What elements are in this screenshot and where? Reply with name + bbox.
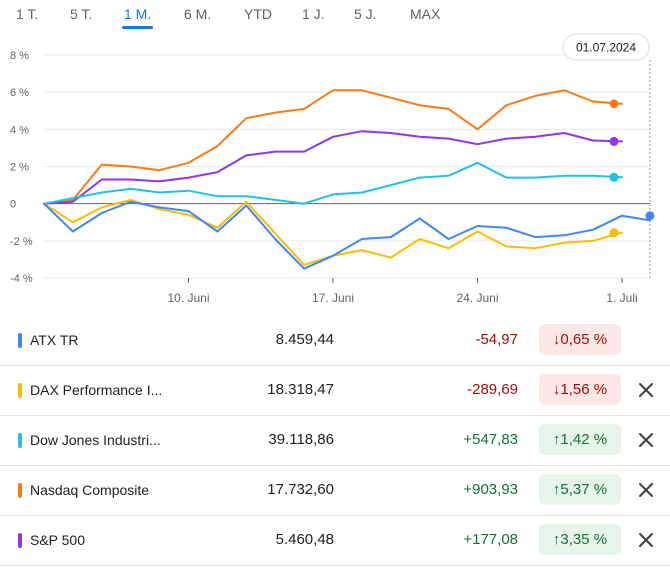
remove-comparison-icon[interactable] [634,378,658,402]
x-tick-label: 24. Juni [456,291,498,305]
arrow-down-icon: ↓ [552,331,561,348]
y-tick-label: 2 % [10,162,29,174]
instrument-price: 39.118,86 [268,431,334,448]
date-tooltip: 01.07.2024 [562,33,650,61]
x-tick-label: 17. Juni [312,291,354,305]
tab-1-year[interactable]: 1 J. [302,6,325,22]
instrument-price: 18.318,47 [267,381,334,398]
row-dow-jones-industri[interactable]: Dow Jones Industri... 39.118,86 +547,83 ↑ 1,… [0,416,670,466]
tooltip-date: 01.07.2024 [576,41,636,55]
instrument-price: 5.460,48 [275,531,334,548]
x-tick-label: 10. Juni [167,291,209,305]
row-atx-tr[interactable]: ATX TR 8.459,44 -54,97 ↓ 0,65 % [0,316,670,366]
y-tick-label: 4 % [10,124,29,136]
series-color-swatch [18,533,22,548]
timeframe-tabs: 1 T. 5 T. 1 M. 6 M. YTD 1 J. 5 J. MAX [0,0,670,36]
percent-change-value: 0,65 % [560,331,608,348]
arrow-up-icon: ↑ [552,531,561,548]
series-line-nasdaq-composite [43,89,623,205]
tab-6-months[interactable]: 6 M. [184,6,212,22]
series-color-swatch [18,383,22,398]
x-tick-label: 1. Juli [606,291,637,305]
row-dax-performance-i[interactable]: DAX Performance I... 18.318,47 -289,69 ↓ 1,5… [0,366,670,416]
tab-5-years[interactable]: 5 J. [354,6,377,22]
instrument-name: Nasdaq Composite [30,482,150,498]
tab-max[interactable]: MAX [410,6,441,22]
remove-comparison-icon[interactable] [634,528,658,552]
percent-change-badge: ↑ 1,42 % [539,424,621,455]
arrow-down-icon: ↓ [552,381,561,398]
comparison-list: ATX TR 8.459,44 -54,97 ↓ 0,65 % DAX Performan… [0,316,670,566]
series-color-swatch [18,483,22,498]
percent-change-badge: ↑ 3,35 % [539,524,621,555]
y-tick-label: 6 % [10,87,29,99]
percent-change-badge: ↓ 1,56 % [539,374,621,405]
percent-change-value: 5,37 % [560,481,608,498]
y-tick-label: 8 % [10,50,29,62]
instrument-name: S&P 500 [30,532,86,548]
row-nasdaq-composite[interactable]: Nasdaq Composite 17.732,60 +903,93 ↑ 5,37 % [0,466,670,516]
tab-1-month[interactable]: 1 M. [121,6,154,29]
series-endpoint-dow-jones-industri [609,172,619,182]
remove-comparison-icon[interactable] [634,428,658,452]
chart-series [43,89,655,270]
x-axis-ticks: 10. Juni 17. Juni 24. Juni 1. Juli [167,278,638,305]
price-change: +547,83 [463,431,518,448]
y-tick-label: -4 % [10,273,33,285]
series-endpoint-atx-tr [645,211,655,221]
price-change: -54,97 [475,331,518,348]
series-line-atx-tr [43,200,623,270]
series-endpoint-nasdaq-composite [609,99,619,109]
instrument-price: 17.732,60 [267,481,334,498]
series-line-s-p-500 [43,130,623,205]
percent-change-value: 1,42 % [560,431,608,448]
series-line-atx-tr-extension [621,214,651,222]
arrow-up-icon: ↑ [552,481,561,498]
percent-change-badge: ↓ 0,65 % [539,324,621,355]
series-line-dow-jones-industri [43,161,623,205]
series-endpoint-dax-performance-i [609,228,619,238]
price-change: -289,69 [467,381,518,398]
y-tick-label: 0 [10,199,16,211]
series-endpoint-s-p-500 [609,136,619,146]
price-change: +177,08 [463,531,518,548]
series-color-swatch [18,433,22,448]
tab-ytd[interactable]: YTD [244,6,272,22]
y-tick-label: -2 % [10,236,33,248]
percent-change-badge: ↑ 5,37 % [539,474,621,505]
arrow-up-icon: ↑ [552,431,561,448]
instrument-price: 8.459,44 [275,331,334,348]
instrument-name: DAX Performance I... [30,382,163,398]
price-change: +903,93 [463,481,518,498]
tab-1-day[interactable]: 1 T. [16,6,39,22]
tab-5-days[interactable]: 5 T. [70,6,93,22]
instrument-name: ATX TR [30,332,79,348]
row-s-p-500[interactable]: S&P 500 5.460,48 +177,08 ↑ 3,35 % [0,516,670,566]
percent-change-value: 1,56 % [560,381,608,398]
comparison-line-chart[interactable]: 8 % 6 % 4 % 2 % 0 -2 % -4 % 10. Juni 17. Juni 24… [0,33,670,312]
series-color-swatch [18,333,22,348]
percent-change-value: 3,35 % [560,531,608,548]
remove-comparison-icon[interactable] [634,478,658,502]
y-axis-tick-labels: 8 % 6 % 4 % 2 % 0 -2 % -4 % [10,50,33,285]
instrument-name: Dow Jones Industri... [30,432,161,448]
